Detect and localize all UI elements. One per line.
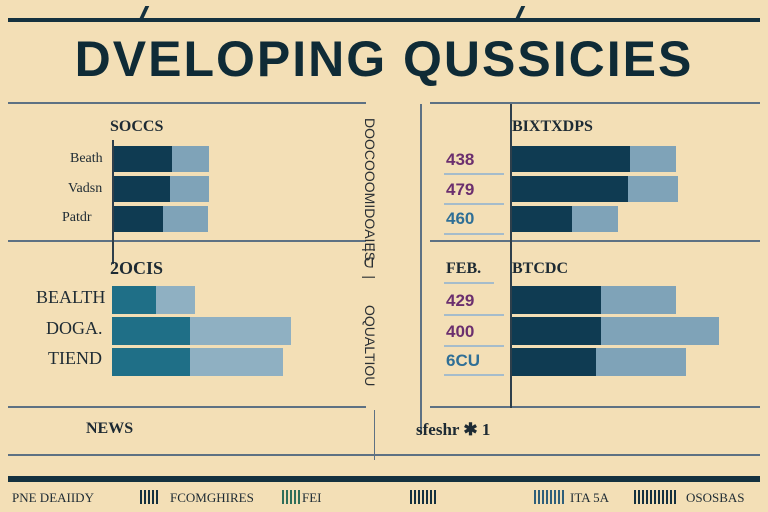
ticker-text: PNE DEAIIDY: [12, 490, 94, 505]
bar-secondary: [596, 348, 686, 376]
value-underline: [444, 203, 504, 205]
bar-primary: [512, 176, 628, 202]
bar-secondary: [172, 146, 209, 172]
bar-secondary: [156, 286, 195, 314]
bar-secondary: [628, 176, 678, 202]
bar-secondary: [601, 317, 719, 345]
page-title: DVELOPING QUSSICIES: [74, 31, 694, 87]
bar-secondary: [601, 286, 676, 314]
vertical-divider: [420, 104, 422, 434]
axis-line: [112, 140, 114, 264]
bar-secondary: [572, 206, 618, 232]
category-label: Patdr: [62, 210, 92, 225]
panel-heading: FEB.: [446, 260, 482, 277]
bar-chart-socs: [112, 146, 209, 232]
value-label: 429: [446, 291, 475, 310]
ticker-text: FCOMGHIRES: [170, 490, 254, 505]
bar-primary: [512, 206, 572, 232]
bar-secondary: [163, 206, 208, 232]
vertical-divider: [510, 104, 512, 408]
divider-mid: [8, 240, 366, 242]
bar-secondary: [630, 146, 676, 172]
barcode-mark: [634, 490, 678, 504]
ticker-text: ITA 5A: [570, 490, 610, 505]
bottom-rule: [8, 476, 760, 482]
bar-chart-bixtxdps: [512, 146, 678, 232]
bar-primary: [512, 146, 630, 172]
bar-primary: [112, 317, 190, 345]
category-label: BEALTH: [36, 287, 106, 307]
bar-primary: [112, 286, 156, 314]
value-underline: [444, 282, 494, 284]
panel-heading: SOCCS: [110, 118, 164, 135]
ticker-text: OSOSBAS: [686, 490, 745, 505]
bar-primary: [112, 176, 170, 202]
barcode-mark: [282, 490, 300, 504]
bar-primary: [512, 348, 596, 376]
divider-top: [430, 102, 760, 104]
category-label: DOGA.: [46, 318, 103, 338]
value-underline: [444, 314, 504, 316]
category-label: Vadsn: [68, 181, 103, 196]
bar-primary: [112, 206, 163, 232]
divider-foot: [8, 454, 760, 456]
ticker-text: FEI: [302, 490, 322, 505]
divider-low: [430, 406, 760, 408]
divider-top: [8, 102, 366, 104]
value-label: 6CU: [446, 351, 481, 370]
bar-secondary: [190, 317, 291, 345]
panel-heading: BIXTXDPS: [512, 118, 593, 135]
panel-heading: BTCDC: [512, 260, 569, 277]
divider-mid: [430, 240, 760, 242]
panel-heading: 2OCIS: [110, 258, 164, 278]
value-label: 400: [446, 322, 475, 341]
top-rule: [8, 18, 760, 22]
bar-chart-btcdc: [512, 286, 719, 376]
footer-text: sfeshr ✱ 1: [416, 420, 491, 439]
barcode-mark: [410, 490, 436, 504]
value-label: 460: [446, 209, 475, 228]
vertical-divider: [374, 410, 375, 460]
category-label: TIEND: [48, 348, 102, 368]
bar-secondary: [190, 348, 283, 376]
vertical-text: | ᗡ |: [362, 248, 378, 280]
barcode-mark: [534, 490, 564, 504]
bar-primary: [112, 348, 190, 376]
vertical-text: OQUALTIOU: [362, 305, 378, 387]
value-underline: [444, 374, 504, 376]
barcode-mark: [140, 490, 160, 504]
value-underline: [444, 173, 504, 175]
value-underline: [444, 233, 504, 235]
bar-primary: [112, 146, 172, 172]
value-underline: [444, 345, 504, 347]
news-label: NEWS: [86, 420, 134, 437]
vertical-text: DOOCOOOMIDOAIES: [362, 118, 378, 262]
bar-primary: [512, 317, 601, 345]
bar-secondary: [170, 176, 209, 202]
value-label: 479: [446, 180, 475, 199]
bar-chart-2ocis: [112, 286, 291, 376]
value-label: 438: [446, 150, 475, 169]
bar-primary: [512, 286, 601, 314]
divider-low: [8, 406, 366, 408]
category-label: Beath: [70, 151, 103, 166]
